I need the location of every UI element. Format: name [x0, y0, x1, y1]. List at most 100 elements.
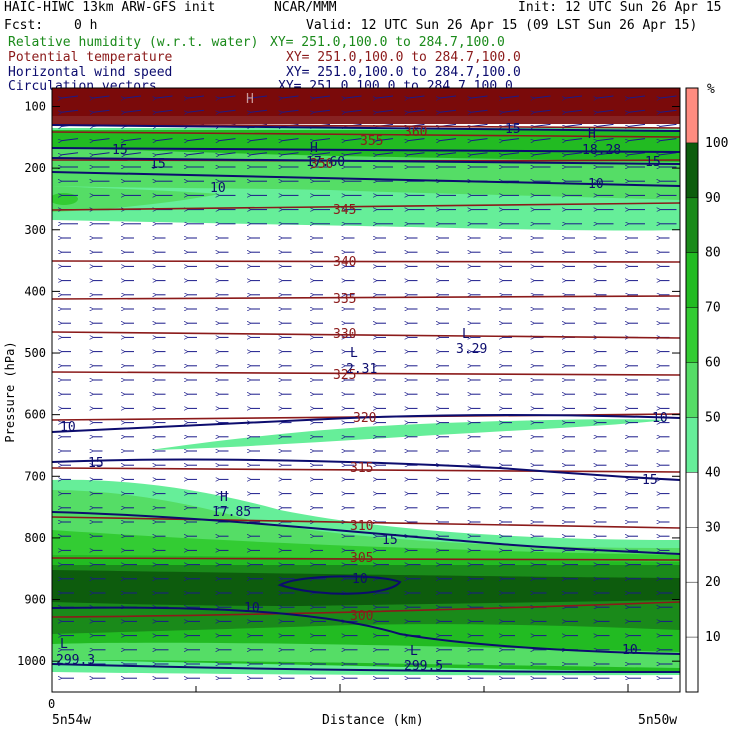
theta-line-355	[52, 131, 680, 138]
y-tick-label: 900	[24, 593, 46, 607]
extremum-type: H	[220, 490, 228, 505]
wind-vector	[629, 95, 646, 98]
isotach-10-low	[52, 606, 680, 655]
colorbar-tick-label: 10	[705, 630, 721, 645]
y-tick-label: 600	[24, 408, 46, 422]
wind-vector	[283, 152, 299, 155]
wind-vector	[472, 138, 488, 141]
wind-vector	[283, 95, 299, 98]
colorbar-segment	[686, 472, 698, 528]
y-axis: 100 200 300 400 500 600 700 800 900 1000	[17, 99, 680, 668]
isotach-label: 15	[112, 143, 128, 158]
wind-vector	[629, 138, 646, 141]
colorbar-tick-label: 70	[705, 301, 721, 316]
theta-line-330	[52, 331, 680, 339]
wind-vector	[251, 152, 268, 155]
y-tick-label: 500	[24, 346, 46, 360]
stratosphere-band	[52, 88, 680, 116]
wind-vector	[535, 152, 551, 155]
theta-line-340	[52, 260, 680, 263]
x-start-value: 0	[48, 697, 55, 711]
wind-vector	[346, 109, 362, 112]
forecast-label: Fcst:	[4, 18, 44, 33]
wind-vector	[661, 109, 677, 112]
y-tick-label: 100	[24, 99, 46, 113]
extremum-value: 18.28	[582, 143, 621, 158]
theta-line-305	[52, 557, 680, 561]
rh-shade-upper-tongue	[52, 186, 220, 212]
wind-vector	[629, 152, 646, 155]
wind-vector	[472, 109, 488, 112]
wind-vector	[409, 152, 425, 155]
isotach-label: 10	[352, 572, 368, 587]
wind-vector	[598, 152, 614, 155]
wind-vector	[251, 138, 268, 141]
theta-label: 330	[333, 327, 356, 342]
rh-shade-upper-dark	[52, 130, 680, 162]
wind-vector	[157, 95, 173, 98]
below-ground	[52, 672, 680, 692]
stratosphere-band-2	[52, 116, 680, 124]
wind-vector	[566, 109, 583, 112]
field-rh-name: Relative humidity (w.r.t. water)	[8, 35, 259, 50]
theta-label: 320	[353, 411, 376, 426]
isotach-10-closed	[277, 575, 402, 595]
wind-vector	[188, 152, 205, 155]
wind-vector	[440, 138, 457, 141]
theta-line-315	[52, 467, 680, 473]
wind-vector	[503, 95, 520, 98]
y-tick-label: 400	[24, 284, 46, 298]
wind-vector	[188, 109, 205, 112]
wind-vector	[62, 95, 79, 98]
isotach-10-upper	[52, 171, 680, 187]
extremum-type: L	[462, 327, 470, 342]
wind-vector	[503, 109, 520, 112]
field-wind-xy: XY= 251.0,100.0 to 284.7,100.0	[286, 65, 521, 80]
wind-vector	[566, 123, 583, 126]
wind-vector	[409, 95, 425, 98]
extremum-value: 299.3	[56, 653, 95, 668]
theta-label: 300	[350, 609, 373, 624]
wind-vector	[94, 95, 110, 98]
extremum-value: 299.5	[404, 659, 443, 674]
wind-vector	[94, 109, 110, 112]
wind-vector	[598, 123, 614, 126]
theta-line-300	[52, 601, 680, 618]
wind-vector	[629, 109, 646, 112]
rh-shade-mid-tongue	[150, 419, 668, 450]
extremum-type: H	[310, 141, 318, 156]
wind-vector	[346, 95, 362, 98]
wind-vector	[125, 138, 142, 141]
wind-vector	[220, 95, 236, 98]
wind-vector	[503, 138, 520, 141]
isotach-surface	[52, 663, 680, 673]
colorbar-segment	[686, 197, 698, 253]
y-tick-label: 200	[24, 161, 46, 175]
wind-vector	[503, 152, 520, 155]
theta-line-325	[52, 371, 680, 376]
wind-vector	[566, 138, 583, 141]
wind-vector	[220, 109, 236, 112]
wind-vector	[346, 138, 362, 141]
wind-vector	[566, 95, 583, 98]
colorbar: 100 90 80 70 60 50 40 30 20 10	[685, 87, 728, 693]
extremum-value: 2.31	[346, 362, 377, 377]
wind-vector	[440, 109, 457, 112]
wind-vector	[157, 138, 173, 141]
wind-vector	[125, 95, 142, 98]
y-tick-label: 1000	[17, 654, 46, 668]
wind-vector	[157, 152, 173, 155]
y-axis-label: Pressure (hPa)	[3, 341, 17, 442]
colorbar-segment	[686, 637, 698, 692]
wind-vector	[535, 95, 551, 98]
isotach-label: 15	[645, 155, 661, 170]
wind-vector	[661, 152, 677, 155]
isotach-15-upper-c	[52, 157, 680, 165]
extremum-type: H	[246, 92, 254, 107]
isotach-label: 15	[642, 473, 658, 488]
extremum-type: L	[350, 346, 358, 361]
isotach-label: 15	[150, 157, 166, 172]
colorbar-tick-label: 30	[705, 520, 721, 535]
plot-frame	[51, 87, 681, 693]
model-title: HAIC-HIWC 13km ARW-GFS init	[4, 0, 216, 15]
